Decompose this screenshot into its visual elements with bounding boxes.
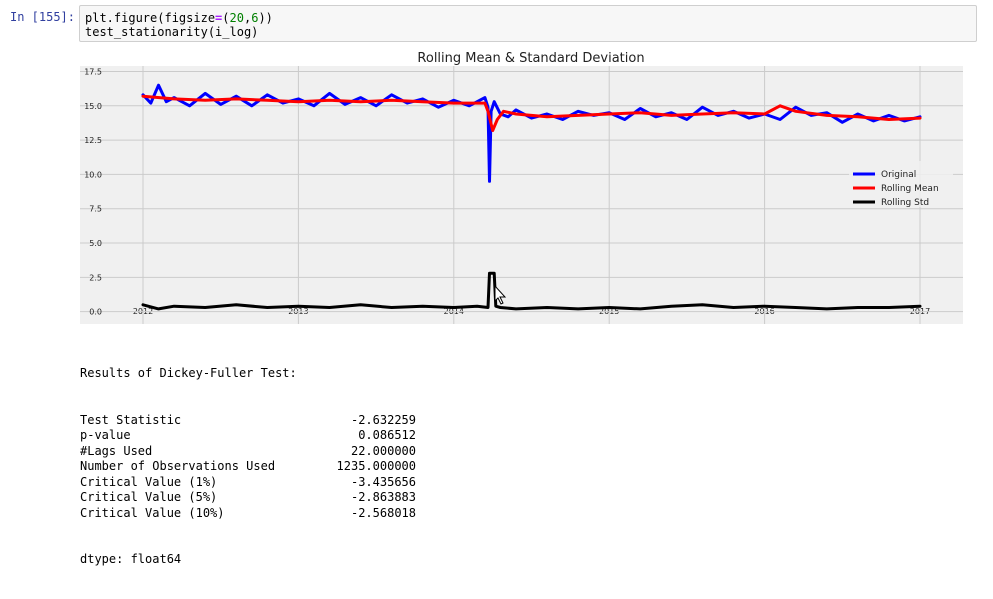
notebook-cell: In [155]: plt.figure(figsize=(20,6)) test… (9, 5, 977, 566)
stats-label: Number of Observations Used (80, 459, 276, 473)
legend-label: Rolling Std (881, 198, 929, 208)
stats-value: -2.863883 (350, 490, 416, 504)
code-token: 6 (251, 11, 259, 25)
stats-row: Critical Value (1%) -3.435656 (80, 474, 416, 491)
stats-value: 22.000000 (350, 443, 416, 458)
code-line: plt.figure(figsize=(20,6)) (85, 11, 976, 25)
y-tick-label: 2.5 (89, 273, 102, 282)
stats-footer: dtype: float64 (80, 552, 182, 566)
chart: 2012 2013 2014 2015 2016 2017 0.0 2.5 5.0 7.5 10.0… (80, 46, 965, 331)
stats-value: -2.632259 (350, 412, 416, 427)
stats-row: p-value 0.086512 (80, 428, 416, 444)
series-line-rolling-mean (141, 94, 922, 132)
y-tick-label: 12.5 (84, 136, 102, 145)
stats-row: Critical Value (5%) -2.863883 (80, 490, 416, 506)
legend-box (849, 161, 953, 207)
code-token: , (243, 11, 252, 25)
y-tick-label: 15.0 (84, 102, 102, 111)
chart-title: Rolling Mean & Standard Deviation (417, 51, 644, 66)
code-token: test_stationarity(i_log) (85, 25, 259, 39)
stats-row: Number of Observations Used 1235.000000 (80, 459, 416, 475)
code-token: = (215, 11, 223, 25)
y-tick-label: 7.5 (89, 205, 102, 214)
code-token: )) (258, 11, 273, 25)
stats-label: #Lags Used (80, 443, 153, 458)
stats-value: -3.435656 (350, 474, 416, 489)
stats-output: Results of Dickey-Fuller Test: Test Stat… (80, 335, 416, 599)
code-token: ( (222, 11, 230, 25)
stats-label: Test Statistic (80, 412, 182, 427)
stats-row: Critical Value (10%) -2.568018 (80, 506, 416, 522)
input-prompt: In [155]: (9, 10, 75, 24)
y-tick-label: 5.0 (89, 239, 102, 248)
code-token: plt.figure(figsize (85, 11, 216, 25)
stats-value: 1235.000000 (336, 459, 416, 473)
stats-value: 0.086512 (358, 428, 416, 442)
stats-value: -2.568018 (350, 505, 416, 520)
plot-background (80, 66, 963, 324)
y-tick-label: 17.5 (84, 67, 102, 76)
code-token: 20 (229, 11, 244, 25)
stats-rows: Test Statistic -2.632259 p-value 0.086512 #L… (80, 412, 416, 522)
stats-row: #Lags Used 22.000000 (80, 443, 416, 460)
legend-label: Original (881, 170, 916, 180)
y-tick-label: 0.0 (89, 308, 102, 317)
code-line: test_stationarity(i_log) (85, 25, 976, 39)
chart-svg: 2012 2013 2014 2015 2016 20170.02.55.07.510.0… (80, 51, 963, 324)
y-tick-label: 10.0 (84, 170, 102, 179)
stats-label: p-value (80, 428, 131, 442)
legend-label: Rolling Mean (881, 184, 939, 194)
stats-header: Results of Dickey-Fuller Test: (80, 366, 297, 380)
stats-label: Critical Value (1%) (80, 474, 218, 489)
stats-row: Test Statistic -2.632259 (80, 412, 416, 429)
code-input[interactable]: plt.figure(figsize=(20,6)) test_stationar… (79, 5, 977, 42)
mouse-cursor-icon (494, 284, 507, 305)
